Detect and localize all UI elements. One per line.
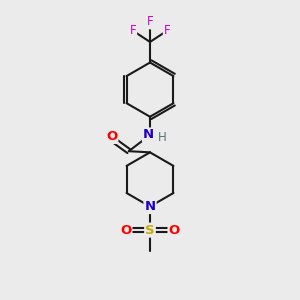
Text: F: F xyxy=(147,15,153,28)
Text: O: O xyxy=(169,224,180,237)
Text: O: O xyxy=(120,224,131,237)
Text: N: N xyxy=(144,200,156,213)
Text: O: O xyxy=(106,130,117,143)
Text: H: H xyxy=(158,131,167,144)
Text: S: S xyxy=(145,224,155,237)
Text: F: F xyxy=(130,24,136,37)
Text: N: N xyxy=(143,128,154,142)
Text: F: F xyxy=(164,24,170,37)
